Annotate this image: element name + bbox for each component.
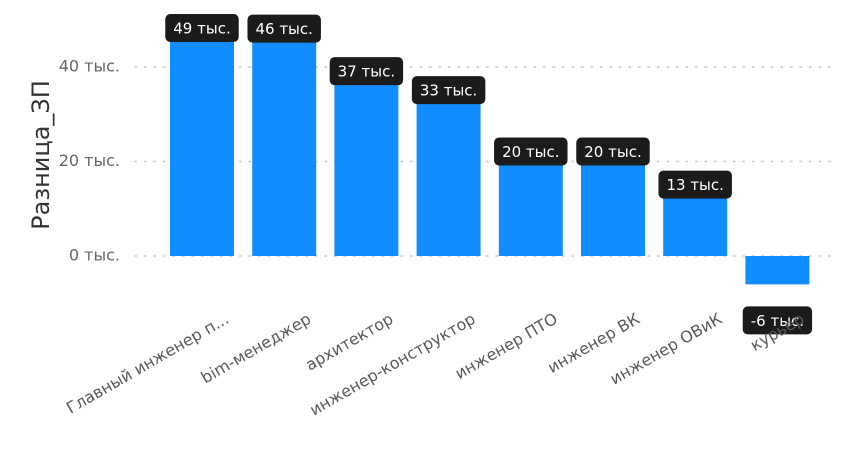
- y-tick-label: 20 тыс.: [59, 151, 120, 170]
- data-label-text: 46 тыс.: [255, 20, 312, 38]
- bar[interactable]: [581, 161, 645, 257]
- y-tick-label: 40 тыс.: [59, 57, 120, 76]
- data-label-box: [329, 57, 404, 86]
- bar[interactable]: [498, 161, 563, 257]
- data-label-box: [576, 137, 650, 166]
- data-label: 20 тыс.: [494, 137, 568, 166]
- data-label-text: -6 тыс.: [751, 312, 804, 330]
- bar[interactable]: [663, 194, 728, 256]
- data-label-text: 20 тыс.: [584, 143, 641, 161]
- data-label-box: [742, 306, 813, 335]
- data-label-box: [494, 137, 568, 166]
- data-label: 13 тыс.: [658, 170, 732, 199]
- data-label: 37 тыс.: [329, 57, 404, 86]
- data-label-text: 33 тыс.: [420, 82, 477, 100]
- data-label: 49 тыс.: [165, 14, 239, 42]
- x-tick-label: Главный инженер п...: [63, 309, 232, 418]
- bar[interactable]: [416, 100, 481, 256]
- data-label: -6 тыс.: [742, 306, 813, 335]
- bar[interactable]: [170, 24, 234, 256]
- data-label-text: 20 тыс.: [502, 143, 559, 161]
- data-label-box: [165, 14, 239, 42]
- bar[interactable]: [745, 256, 810, 285]
- y-axis-title: Разница_ЗП: [27, 80, 55, 230]
- data-label: 33 тыс.: [411, 76, 486, 105]
- data-label-text: 49 тыс.: [173, 20, 230, 38]
- bar[interactable]: [334, 81, 399, 256]
- y-tick-label: 0 тыс.: [69, 246, 120, 265]
- data-label-text: 13 тыс.: [666, 176, 723, 194]
- bar[interactable]: [252, 38, 317, 257]
- data-label-box: [247, 14, 321, 43]
- data-label-text: 37 тыс.: [338, 63, 395, 81]
- data-label: 20 тыс.: [576, 137, 650, 166]
- data-label-box: [658, 170, 732, 199]
- data-label: 46 тыс.: [247, 14, 321, 43]
- data-label-box: [411, 76, 486, 105]
